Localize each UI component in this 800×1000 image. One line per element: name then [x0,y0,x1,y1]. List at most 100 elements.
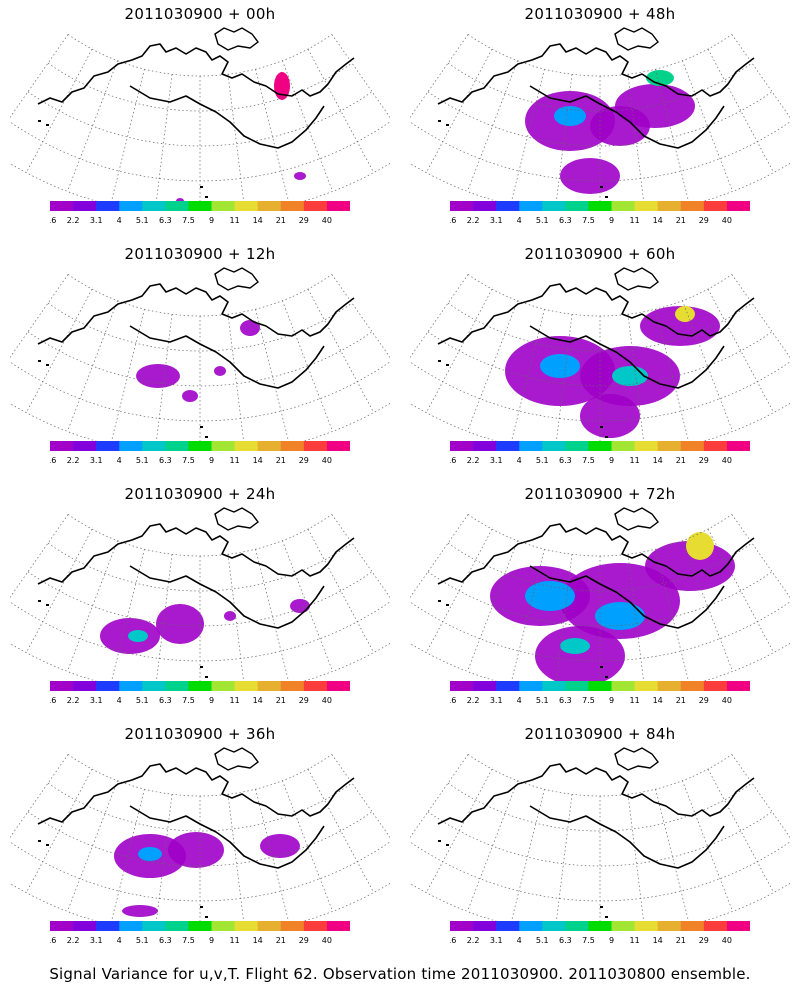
arctic-islands [614,27,659,51]
latitude-line [410,642,790,681]
colorbar-label: 29 [299,936,309,945]
longitude-line [156,794,173,921]
signal-region [138,847,162,861]
colorbar-swatch [96,921,120,931]
latitude-line [427,811,773,867]
longitude-line [410,754,469,838]
signal-region [686,532,714,560]
signal-region [136,364,180,388]
longitude-line [627,794,644,921]
colorbar-label: 2.2 [467,216,480,225]
colorbar-swatch [50,681,74,691]
signal-region [214,366,226,376]
longitude-line [707,288,775,413]
island [600,906,603,908]
signal-region [540,354,580,378]
colorbar-label: 11 [630,456,640,465]
colorbar-label: 5.1 [536,936,549,945]
colorbar-swatch [326,921,350,931]
coastline [529,85,725,149]
signal-region [168,832,224,868]
signal-region [182,390,198,402]
colorbar-swatch [450,201,474,211]
signal-region [176,198,184,201]
colorbar-swatch [496,441,520,451]
longitude-line [731,754,790,838]
colorbar-swatch [50,921,74,931]
panel-title: 2011030900 + 60h [524,245,676,263]
colorbar-swatch [680,921,705,931]
colorbar-swatch [257,921,282,931]
colorbar-swatch [657,441,682,451]
colorbar-label: 11 [230,216,240,225]
longitude-line [307,768,375,893]
longitude-line [410,34,469,118]
signal-region [128,630,148,642]
coastline [437,523,755,585]
longitude-line [731,274,790,358]
colorbar-label: 1.6 [50,696,56,705]
island [605,436,608,438]
signal-region [274,72,290,100]
colorbar-label: 7.5 [582,216,595,225]
colorbar-label: 21 [676,936,686,945]
island [446,124,449,126]
arctic-islands [214,507,259,531]
colorbar-swatch [188,441,212,451]
colorbar-swatch [119,681,143,691]
longitude-line [307,528,375,653]
colorbar-swatch [142,921,166,931]
colorbar-label: 14 [653,696,663,705]
longitude-line [331,754,390,838]
colorbar-swatch [542,921,566,931]
island [46,604,49,606]
variance-map [410,27,790,201]
forecast-panel: 2011030900 + 84h 1.6 2.2 3.1 4 5.1 6.3 7.5 9 11 14… [410,722,790,958]
longitude-line [731,514,790,598]
colorbar-swatch [657,201,682,211]
longitude-line [467,60,518,192]
coastline [37,283,355,345]
longitude-line [410,274,469,358]
island [438,360,441,362]
longitude-line [627,74,644,201]
island [605,196,608,198]
colorbar-swatch [703,441,728,451]
colorbar-swatch [634,201,658,211]
latitude-line [27,331,373,387]
colorbar-swatch [303,921,328,931]
panel-title: 2011030900 + 84h [524,725,676,743]
longitude-line [255,789,289,921]
longitude-line [731,34,790,118]
variance-map [10,267,390,441]
variance-map [410,267,790,441]
coastline [37,763,355,825]
longitude-line [111,549,145,681]
colorbar-swatch [634,441,658,451]
colorbar-label: 9 [609,216,614,225]
longitude-line [282,60,333,192]
longitude-line [25,528,93,653]
forecast-panel: 2011030900 + 00h 1.6 2.2 3.1 4 5.1 6.3 7.5 9 11 14… [10,2,390,238]
colorbar: 1.6 2.2 3.1 4 5.1 6.3 7.5 9 11 14 21 29 40 [50,921,350,945]
latitude-line [467,274,733,317]
signal-region [156,604,204,644]
colorbar-label: 9 [209,936,214,945]
panel-title: 2011030900 + 48h [524,5,676,23]
colorbar-label: 40 [322,456,332,465]
signal-region [615,84,695,128]
colorbar-label: 1.6 [450,936,456,945]
latitude-line [467,754,733,797]
island [446,364,449,366]
colorbar-swatch [96,681,120,691]
longitude-line [10,274,69,358]
latitude-line [67,274,333,317]
colorbar-swatch [450,921,474,931]
latitude-line [10,882,390,921]
colorbar-label: 7.5 [582,936,595,945]
island [605,916,608,918]
panel-title: 2011030900 + 24h [124,485,276,503]
longitude-line [655,789,689,921]
signal-region [560,563,680,639]
arctic-islands [614,747,659,771]
